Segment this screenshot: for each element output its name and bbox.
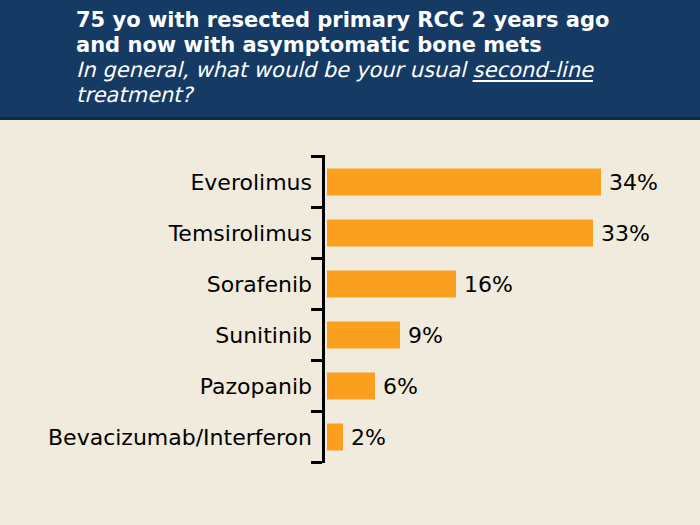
category-label: Temsirolimus [169,220,312,245]
bar [327,168,601,195]
value-label: 34% [609,169,658,194]
chart-row: Bevacizumab/Interferon 2% [0,411,700,462]
chart-row: Sunitinib 9% [0,309,700,360]
value-label: 9% [408,322,443,347]
value-label: 2% [351,424,386,449]
chart-row: Temsirolimus 33% [0,207,700,258]
value-label: 6% [383,373,418,398]
category-label: Sunitinib [215,322,312,347]
bar [327,270,456,297]
bar [327,321,400,348]
chart-row: Sorafenib 16% [0,258,700,309]
category-label: Bevacizumab/Interferon [48,424,312,449]
category-label: Everolimus [190,169,312,194]
chart-row: Everolimus 34% [0,156,700,207]
slide: 75 yo with resected primary RCC 2 years … [0,0,700,525]
chart-row: Pazopanib 6% [0,360,700,411]
bar [327,219,593,246]
chart-area: Everolimus 34% Temsirolimus 33% Sorafenib 16%… [0,0,700,525]
category-label: Sorafenib [207,271,312,296]
value-label: 16% [464,271,513,296]
bar [327,372,375,399]
category-label: Pazopanib [200,373,312,398]
value-label: 33% [601,220,650,245]
bar [327,423,343,450]
